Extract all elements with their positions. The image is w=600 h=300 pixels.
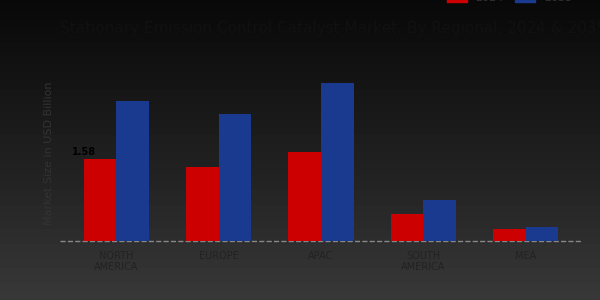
Bar (321, 83, 354, 241)
Bar (526, 227, 559, 241)
Bar (218, 114, 251, 241)
Bar (288, 152, 321, 241)
Bar (186, 167, 218, 241)
Text: 1.58: 1.58 (71, 147, 96, 157)
Bar (116, 101, 149, 241)
Legend: 2024, 2035: 2024, 2035 (442, 0, 577, 7)
Bar (391, 214, 424, 241)
Text: Stationary Emission Control Catalyst Market, By Regional, 2024 & 2035: Stationary Emission Control Catalyst Mar… (60, 21, 600, 36)
Bar (493, 230, 526, 241)
Bar (83, 159, 116, 241)
Y-axis label: Market Size in USD Billion: Market Size in USD Billion (44, 81, 55, 225)
Bar (424, 200, 456, 241)
